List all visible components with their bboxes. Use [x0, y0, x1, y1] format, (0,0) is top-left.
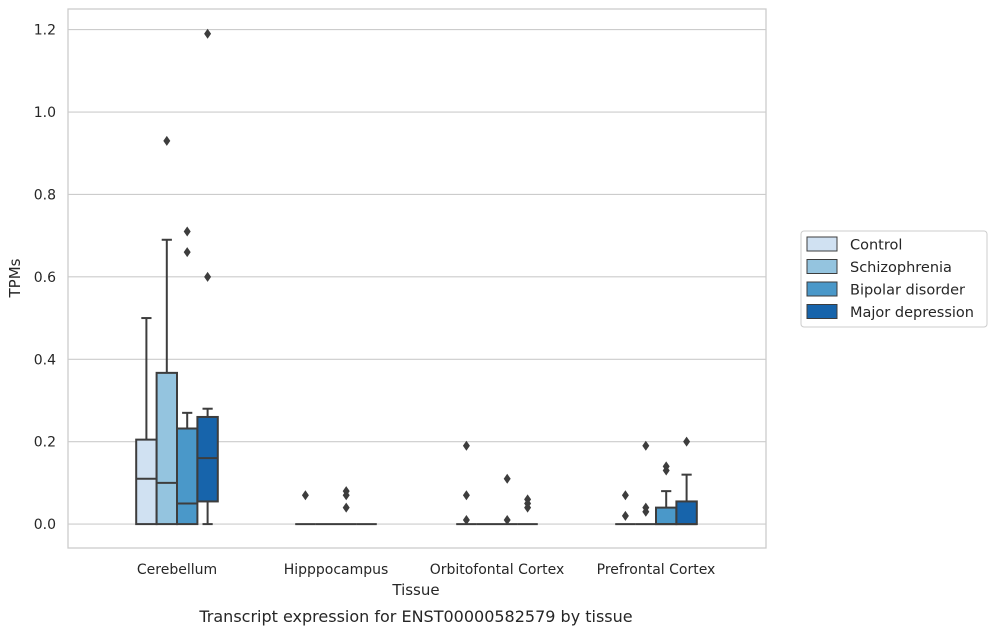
- outlier-point: [183, 247, 191, 258]
- outlier-point: [503, 514, 511, 525]
- legend: Control Schizophrenia Bipolar disorder Majo…: [800, 230, 988, 328]
- outlier-point: [462, 490, 470, 501]
- y-tick-label: 0.6: [34, 270, 56, 286]
- outlier-point: [524, 502, 532, 513]
- legend-swatch: [806, 304, 838, 319]
- y-tick-label: 0.2: [34, 435, 56, 451]
- box-body: [176, 427, 199, 526]
- box-series: [135, 238, 698, 526]
- legend-label: Schizophrenia: [850, 260, 952, 276]
- outlier-point: [621, 490, 629, 501]
- outlier-point: [163, 135, 171, 146]
- box-body: [675, 500, 698, 526]
- box-body: [655, 506, 678, 526]
- y-tick-label: 1.0: [34, 105, 56, 121]
- x-tick-label: Cerebellum: [137, 562, 217, 578]
- legend-label: Bipolar disorder: [850, 283, 965, 299]
- legend-swatch: [806, 259, 838, 274]
- legend-label: Major depression: [850, 305, 974, 321]
- outlier-point: [301, 490, 309, 501]
- x-tick-label: Hipppocampus: [284, 562, 389, 578]
- y-axis-label: TPMs: [6, 258, 24, 298]
- box-body: [135, 438, 158, 526]
- y-tick-label: 0.8: [34, 187, 56, 203]
- x-tick-label: Prefrontal Cortex: [597, 562, 716, 578]
- outlier-point: [462, 440, 470, 451]
- x-tick-label: Orbitofontal Cortex: [430, 562, 565, 578]
- outlier-point: [642, 506, 650, 517]
- outlier-point: [662, 465, 670, 476]
- box-body: [196, 415, 219, 503]
- y-tick-label: 1.2: [34, 23, 56, 39]
- outlier-point: [342, 490, 350, 501]
- outlier-point: [642, 440, 650, 451]
- outlier-point: [204, 28, 212, 39]
- box-major-depression-3: [675, 473, 698, 526]
- legend-label: Control: [850, 238, 902, 254]
- outlier-point: [462, 514, 470, 525]
- y-tick-labels: 0.0 0.2 0.4 0.6 0.8 1.0 1.2: [34, 23, 56, 533]
- outlier-point: [342, 502, 350, 513]
- outlier-point: [503, 473, 511, 484]
- legend-frame: [800, 230, 988, 328]
- outlier-point: [683, 436, 691, 447]
- legend-swatch: [806, 236, 838, 252]
- outlier-points: [163, 28, 691, 525]
- x-tick-labels: Cerebellum Hipppocampus Orbitofontal Corte…: [137, 562, 715, 578]
- outlier-point: [621, 510, 629, 521]
- box-control-0: [135, 317, 158, 526]
- outlier-point: [204, 271, 212, 282]
- y-tick-label: 0.0: [34, 517, 56, 533]
- box-major-depression-0: [196, 407, 219, 526]
- legend-swatch: [806, 281, 838, 297]
- box-bipolar-disorder-0: [176, 411, 199, 526]
- box-body: [155, 371, 179, 526]
- y-tick-label: 0.4: [34, 352, 56, 368]
- chart-caption: Transcript expression for ENST0000058257…: [198, 607, 632, 626]
- box-bipolar-disorder-3: [655, 490, 678, 526]
- x-axis-label: Tissue: [391, 581, 439, 599]
- outlier-point: [183, 226, 191, 237]
